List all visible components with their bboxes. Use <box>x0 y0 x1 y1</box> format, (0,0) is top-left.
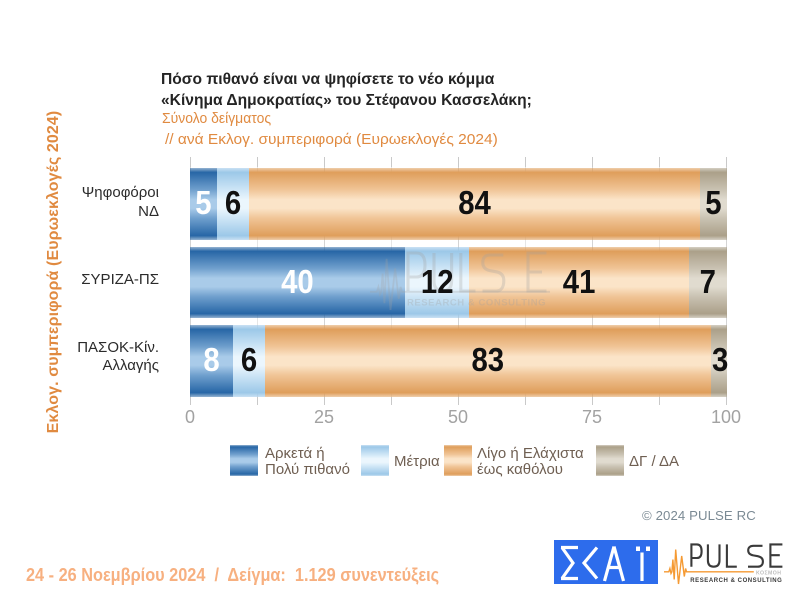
svg-text:RESEARCH & CONSULTING: RESEARCH & CONSULTING <box>407 298 546 309</box>
svg-text:RESEARCH & CONSULTING: RESEARCH & CONSULTING <box>690 578 782 584</box>
svg-text:ΚΟΣΜΟΗ: ΚΟΣΜΟΗ <box>756 570 781 576</box>
